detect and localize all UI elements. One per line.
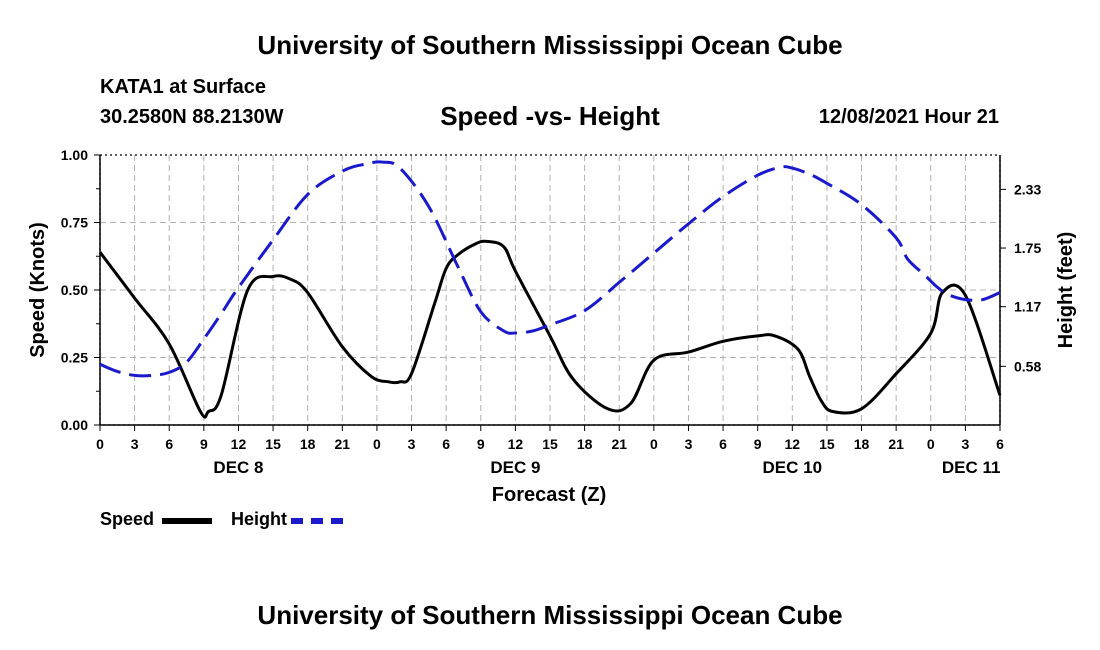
y-tick-label-left: 0.25 (61, 350, 88, 366)
x-tick-label: 6 (442, 436, 450, 452)
series-line-height (99, 160, 1001, 378)
x-tick-label: 9 (754, 436, 762, 452)
y-tick-label-left: 0.00 (61, 417, 88, 433)
x-tick-label: 12 (231, 436, 247, 452)
x-tick-label: 0 (927, 436, 935, 452)
day-label: DEC 10 (763, 458, 823, 477)
x-tick-label: 6 (996, 436, 1004, 452)
y-tick-label-right: 2.33 (1014, 181, 1041, 197)
day-label: DEC 11 (942, 458, 1001, 477)
y-tick-label-left: 0.75 (61, 215, 88, 231)
x-tick-label: 12 (508, 436, 524, 452)
x-tick-label: 0 (373, 436, 381, 452)
legend-speed-label: Speed (100, 509, 155, 529)
axes: 0 3 6 9 12 15 18 21 0 3 6 9 12 15 18 21 0 3 6 9 12 15 18 21 0 3 6 0… (61, 147, 1042, 477)
x-tick-label: 3 (961, 436, 969, 452)
x-tick-label: 6 (719, 436, 727, 452)
series-group (98, 160, 1002, 419)
legend-height-label: Height (231, 509, 287, 529)
x-tick-label: 9 (200, 436, 208, 452)
y-tick-label-right: 1.17 (1014, 299, 1041, 315)
y-tick-label-left: 0.50 (61, 282, 88, 298)
x-tick-label: 21 (888, 436, 904, 452)
x-tick-label: 18 (577, 436, 593, 452)
x-tick-label: 3 (131, 436, 139, 452)
day-label: DEC 8 (213, 458, 263, 477)
y-axis-label-right: Height (feet) (1055, 232, 1077, 349)
y-axis-label-left: Speed (Knots) (27, 222, 49, 358)
y-tick-label-left: 1.00 (61, 147, 88, 163)
x-tick-label: 18 (300, 436, 316, 452)
x-tick-label: 15 (542, 436, 558, 452)
y-tick-label-right: 1.75 (1014, 240, 1041, 256)
x-axis-label: Forecast (Z) (492, 484, 606, 506)
chart-title: Speed -vs- Height (440, 101, 660, 131)
x-tick-label: 21 (611, 436, 627, 452)
x-tick-label: 15 (819, 436, 835, 452)
forecast-datetime: 12/08/2021 Hour 21 (818, 106, 999, 128)
station-label: KATA1 at Surface (100, 76, 266, 98)
day-label: DEC 9 (490, 458, 540, 477)
grid-lines (100, 155, 1000, 425)
y-tick-label-right: 0.58 (1014, 358, 1041, 374)
series-line-speed (98, 239, 1002, 419)
legend-speed-line (162, 518, 212, 524)
x-tick-label: 3 (685, 436, 693, 452)
x-tick-label: 0 (650, 436, 658, 452)
x-tick-label: 9 (477, 436, 485, 452)
x-tick-label: 18 (854, 436, 870, 452)
page-title: University of Southern Mississippi Ocean… (257, 30, 843, 60)
legend-height-line (291, 518, 343, 524)
station-coordinates: 30.2580N 88.2130W (100, 106, 284, 128)
footer-title: University of Southern Mississippi Ocean… (257, 600, 843, 630)
x-tick-label: 3 (408, 436, 416, 452)
x-tick-label: 21 (335, 436, 351, 452)
x-tick-label: 6 (165, 436, 173, 452)
x-tick-label: 0 (96, 436, 104, 452)
x-tick-label: 15 (265, 436, 281, 452)
x-tick-label: 12 (785, 436, 801, 452)
